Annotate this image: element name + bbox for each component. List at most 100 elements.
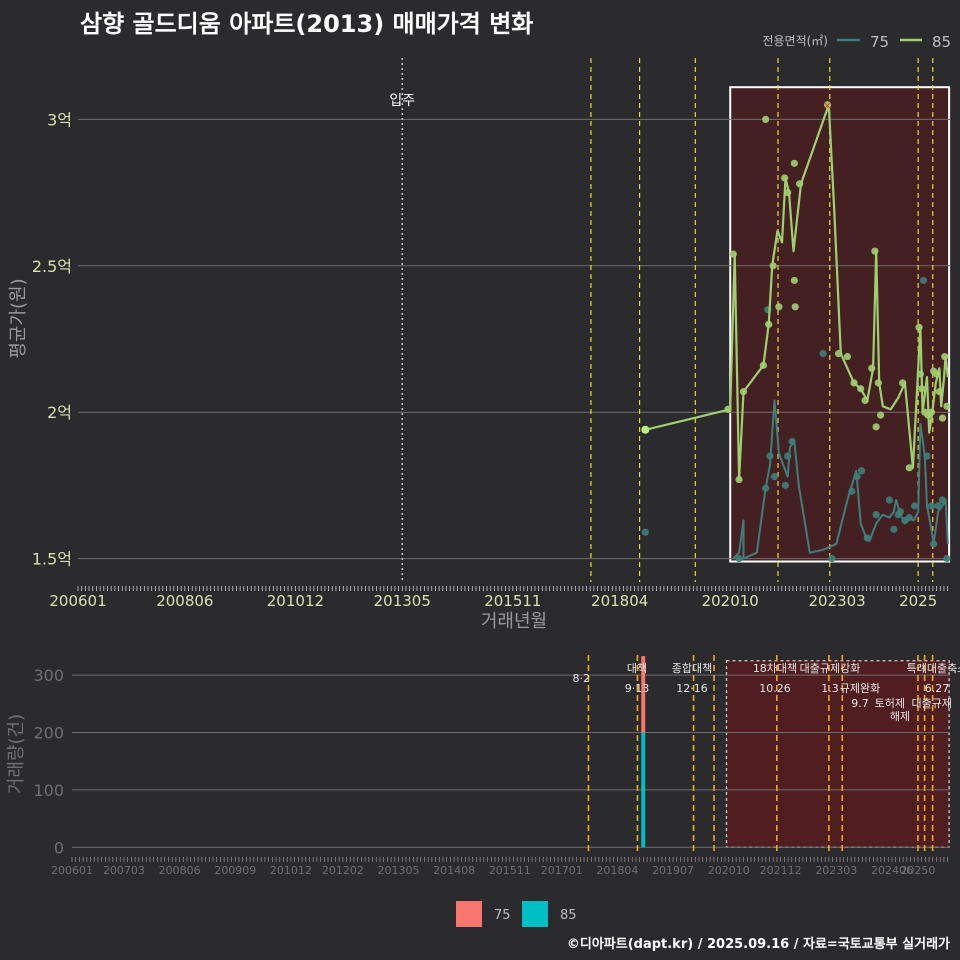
data-point-85 — [938, 414, 947, 422]
data-point-85 — [735, 475, 743, 484]
data-point-75 — [784, 452, 792, 460]
move-in-label: 입주 — [389, 93, 415, 109]
data-point-75 — [943, 554, 951, 563]
volume-y-tick-label: 300 — [33, 666, 64, 685]
bar-legend-label-75: 75 — [494, 908, 511, 923]
data-point-75 — [896, 508, 905, 516]
policy-label: 12·16 — [676, 682, 708, 695]
volume-x-tick-label: 20250 — [900, 864, 935, 877]
data-point-85 — [905, 464, 913, 472]
volume-x-tick-label: 201804 — [596, 864, 638, 877]
data-point-75 — [863, 534, 871, 542]
data-point-75 — [828, 554, 836, 563]
data-point-75 — [857, 467, 866, 475]
volume-x-tick-label: 200806 — [159, 864, 201, 877]
volume-y-axis-title: 거래량(건) — [6, 714, 27, 794]
policy-label: 특례대출축소 — [907, 662, 960, 675]
data-point-85 — [769, 262, 777, 270]
data-point-75 — [923, 452, 931, 460]
volume-x-tick-label: 202010 — [708, 864, 750, 877]
source-footer: ©디아파트(dapt.kr) / 2025.09.16 / 자료=국토교통부 실… — [566, 937, 950, 952]
volume-x-tick-label: 202303 — [815, 864, 857, 877]
bar-75 — [641, 656, 646, 733]
data-point-85 — [790, 159, 798, 167]
data-point-85 — [796, 180, 804, 188]
data-point-85 — [935, 388, 943, 396]
data-point-75 — [641, 528, 649, 536]
series-line-85 — [645, 103, 949, 481]
data-point-85 — [941, 352, 949, 361]
policy-label: 대책 — [627, 662, 647, 675]
policy-label: 10.26 — [759, 682, 791, 695]
x-axis-title: 거래년월 — [481, 611, 547, 632]
data-point-85 — [791, 303, 799, 311]
data-point-85 — [762, 115, 770, 124]
y-tick-label: 2억 — [47, 403, 72, 422]
x-tick-label: 200806 — [156, 592, 213, 610]
series-line-75 — [732, 399, 949, 560]
volume-highlight-box — [725, 660, 950, 848]
x-tick-label: 201804 — [591, 592, 648, 610]
bar-legend-label-85: 85 — [560, 908, 577, 923]
data-point-85 — [899, 379, 907, 387]
data-point-85 — [775, 303, 783, 311]
policy-label: 8·2 — [573, 672, 591, 685]
data-point-85 — [784, 189, 792, 197]
data-point-85 — [724, 405, 732, 413]
x-tick-label: 202010 — [702, 592, 759, 610]
data-point-75 — [890, 525, 898, 533]
volume-y-tick-label: 100 — [33, 781, 64, 800]
data-point-75 — [872, 511, 880, 519]
x-tick-label: 2025 — [899, 592, 937, 610]
legend-title: 전용면적(㎡) — [762, 34, 828, 48]
data-point-85 — [781, 174, 789, 182]
bar-legend-swatch-85 — [522, 901, 548, 927]
data-point-85 — [823, 101, 832, 109]
data-point-85 — [876, 411, 885, 419]
page-title: 삼향 골드디움 아파트(2013) 매매가격 변화 — [80, 10, 534, 38]
data-point-85 — [765, 320, 773, 328]
volume-x-tick-label: 201907 — [652, 864, 694, 877]
x-tick-label: 201012 — [267, 592, 324, 610]
volume-x-tick-label: 200909 — [214, 864, 256, 877]
data-point-85 — [915, 323, 923, 331]
policy-label: 9.7 — [851, 697, 869, 710]
volume-x-tick-label: 202112 — [760, 864, 802, 877]
policy-label: 종합대책 — [672, 662, 712, 675]
data-point-75 — [885, 496, 894, 504]
policy-label: 6.27 — [925, 682, 950, 695]
data-point-75 — [853, 473, 861, 481]
data-point-85 — [872, 423, 880, 431]
data-point-85 — [874, 379, 882, 387]
volume-x-tick-label: 201305 — [378, 864, 420, 877]
x-tick-label: 202303 — [808, 592, 865, 610]
data-point-85 — [868, 364, 876, 372]
policy-label: 대출규제 — [912, 697, 952, 710]
data-point-85 — [843, 352, 852, 361]
data-point-85 — [834, 350, 843, 358]
y-tick-label: 2.5억 — [32, 257, 72, 276]
legend-label-85: 85 — [932, 33, 951, 51]
volume-y-tick-label: 0 — [54, 838, 64, 857]
volume-x-tick-label: 202406 — [871, 864, 913, 877]
data-point-75 — [788, 437, 796, 446]
data-point-85 — [927, 408, 936, 416]
data-point-85 — [918, 385, 926, 393]
data-point-85 — [861, 396, 869, 405]
volume-x-tick-label: 200601 — [51, 864, 93, 877]
data-point-85 — [857, 385, 865, 393]
y-tick-label: 1.5억 — [32, 550, 72, 569]
x-tick-label: 201511 — [484, 592, 541, 610]
data-point-75 — [735, 554, 743, 563]
legend-label-75: 75 — [870, 33, 889, 51]
data-point-85 — [916, 370, 924, 378]
data-point-85 — [739, 388, 748, 396]
volume-x-tick-label: 201701 — [541, 864, 583, 877]
data-point-75 — [930, 540, 938, 548]
data-point-85 — [850, 379, 858, 387]
policy-label: 대출규제강화 — [800, 662, 861, 675]
max-marker: × — [823, 99, 832, 112]
data-point-75 — [938, 496, 947, 504]
